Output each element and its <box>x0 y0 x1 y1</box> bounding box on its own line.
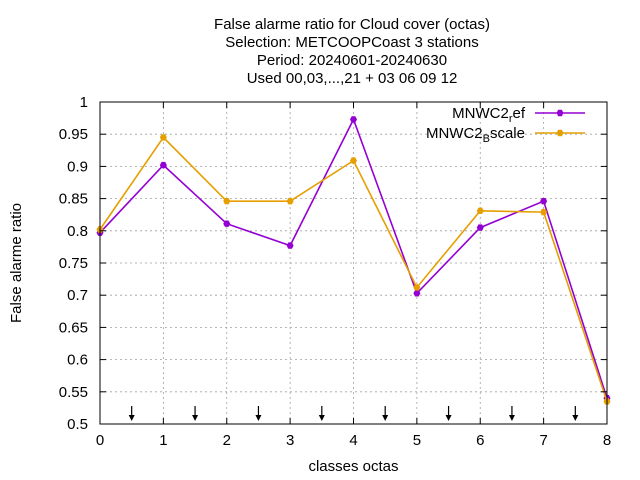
data-point <box>223 197 231 205</box>
y-tick-label: 0.85 <box>59 191 88 208</box>
x-tick-label: 6 <box>476 432 484 449</box>
y-tick-label: 0.6 <box>67 352 88 369</box>
data-point <box>159 134 167 141</box>
legend-marker <box>556 109 564 117</box>
data-point <box>413 290 421 297</box>
y-ticks: 0.5 0.55 0.6 0.65 0.7 0.75 0.8 0.85 0.9 0.95 1 <box>59 94 607 433</box>
y-tick-label: 0.8 <box>67 223 88 240</box>
legend-marker <box>556 129 564 137</box>
data-point <box>540 197 548 205</box>
x-tick-label: 7 <box>539 432 547 449</box>
arrow-head <box>572 415 579 421</box>
arrow-head <box>382 415 389 421</box>
data-point <box>476 207 484 215</box>
y-tick-label: 0.55 <box>59 384 88 401</box>
y-tick-label: 0.7 <box>67 287 88 304</box>
x-tick-label: 5 <box>413 432 421 449</box>
title-line: False alarme ratio for Cloud cover (octa… <box>214 16 490 33</box>
y-tick-label: 0.95 <box>59 126 88 143</box>
data-point <box>223 220 231 227</box>
series-MNWC2_Bscale <box>96 134 611 405</box>
y-axis-label: False alarme ratio <box>8 203 25 323</box>
title-line: Used 00,03,...,21 + 03 06 09 12 <box>247 70 458 87</box>
arrow-marker <box>382 406 389 421</box>
data-point <box>286 197 294 205</box>
y-tick-label: 0.65 <box>59 319 88 336</box>
x-tick-label: 8 <box>603 432 611 449</box>
arrow-marker <box>445 406 452 421</box>
grid <box>100 102 607 424</box>
chart-title: False alarme ratio for Cloud cover (octa… <box>214 16 490 87</box>
data-point <box>350 157 357 164</box>
arrow-head <box>318 415 325 421</box>
series-MNWC2_ref <box>96 116 611 402</box>
data-point <box>159 161 167 169</box>
x-axis-label: classes octas <box>308 458 398 475</box>
x-tick-label: 2 <box>223 432 231 449</box>
arrow-marker <box>128 406 135 421</box>
arrow-head <box>255 415 262 421</box>
legend-label: MNWC2Bscale <box>426 125 525 145</box>
data-point <box>413 284 421 291</box>
arrow-marker <box>572 406 579 421</box>
y-tick-label: 0.9 <box>67 158 88 175</box>
data-point <box>540 208 548 216</box>
title-line: Period: 20240601-20240630 <box>257 52 447 69</box>
series <box>96 116 611 405</box>
data-point <box>286 242 294 249</box>
x-tick-label: 4 <box>349 432 357 449</box>
data-point <box>350 116 357 123</box>
data-point <box>476 224 484 231</box>
arrow-marker <box>255 406 262 421</box>
y-tick-label: 0.75 <box>59 255 88 272</box>
y-tick-label: 1 <box>80 94 88 111</box>
arrow-markers <box>128 406 579 421</box>
arrow-head <box>128 415 135 421</box>
y-tick-label: 0.5 <box>67 416 88 433</box>
title-line: Selection: METCOOPCoast 3 stations <box>225 34 478 51</box>
arrow-head <box>508 415 515 421</box>
x-tick-label: 0 <box>96 432 104 449</box>
arrow-marker <box>508 406 515 421</box>
arrow-head <box>445 415 452 421</box>
arrow-marker <box>192 406 199 421</box>
arrow-marker <box>318 406 325 421</box>
x-tick-label: 1 <box>159 432 167 449</box>
legend-label: MNWC2ref <box>452 105 526 125</box>
arrow-head <box>192 415 199 421</box>
x-tick-label: 3 <box>286 432 294 449</box>
x-ticks: 0 1 2 3 4 5 6 7 8 <box>96 102 611 449</box>
